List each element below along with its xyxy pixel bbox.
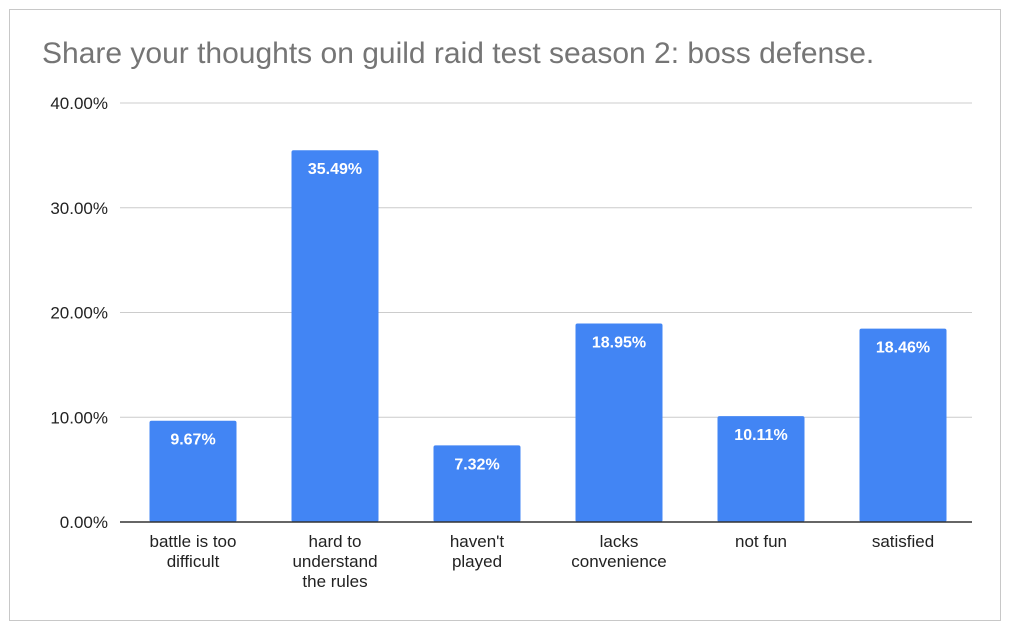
data-label: 10.11%: [734, 427, 787, 444]
x-category-label: convenience: [571, 552, 666, 571]
bar: [291, 150, 379, 522]
x-category-label: satisfied: [872, 532, 934, 551]
x-category-label: haven't: [450, 532, 505, 551]
bar: [433, 445, 521, 522]
x-category-label: hard to: [309, 532, 362, 551]
x-category-label: not fun: [735, 532, 787, 551]
x-category-label: understand: [292, 552, 377, 571]
bar: [859, 328, 947, 522]
chart-title: Share your thoughts on guild raid test s…: [42, 37, 875, 70]
data-label: 7.32%: [454, 456, 499, 473]
x-category-label: the rules: [302, 572, 367, 591]
y-tick-label: 10.00%: [50, 408, 108, 427]
x-category-label: lacks: [600, 532, 639, 551]
data-label: 9.67%: [170, 432, 215, 449]
y-tick-label: 0.00%: [60, 513, 108, 532]
bar: [575, 323, 663, 522]
bar: [717, 416, 805, 522]
y-tick-label: 40.00%: [50, 94, 108, 113]
x-category-label: played: [452, 552, 502, 571]
y-tick-label: 20.00%: [50, 304, 108, 323]
x-category-label: difficult: [167, 552, 220, 571]
data-label: 18.46%: [876, 340, 930, 357]
y-tick-label: 30.00%: [50, 199, 108, 218]
data-label: 35.49%: [308, 161, 362, 178]
bar: [149, 420, 237, 522]
x-category-label: battle is too: [150, 532, 237, 551]
data-label: 18.95%: [592, 334, 646, 351]
